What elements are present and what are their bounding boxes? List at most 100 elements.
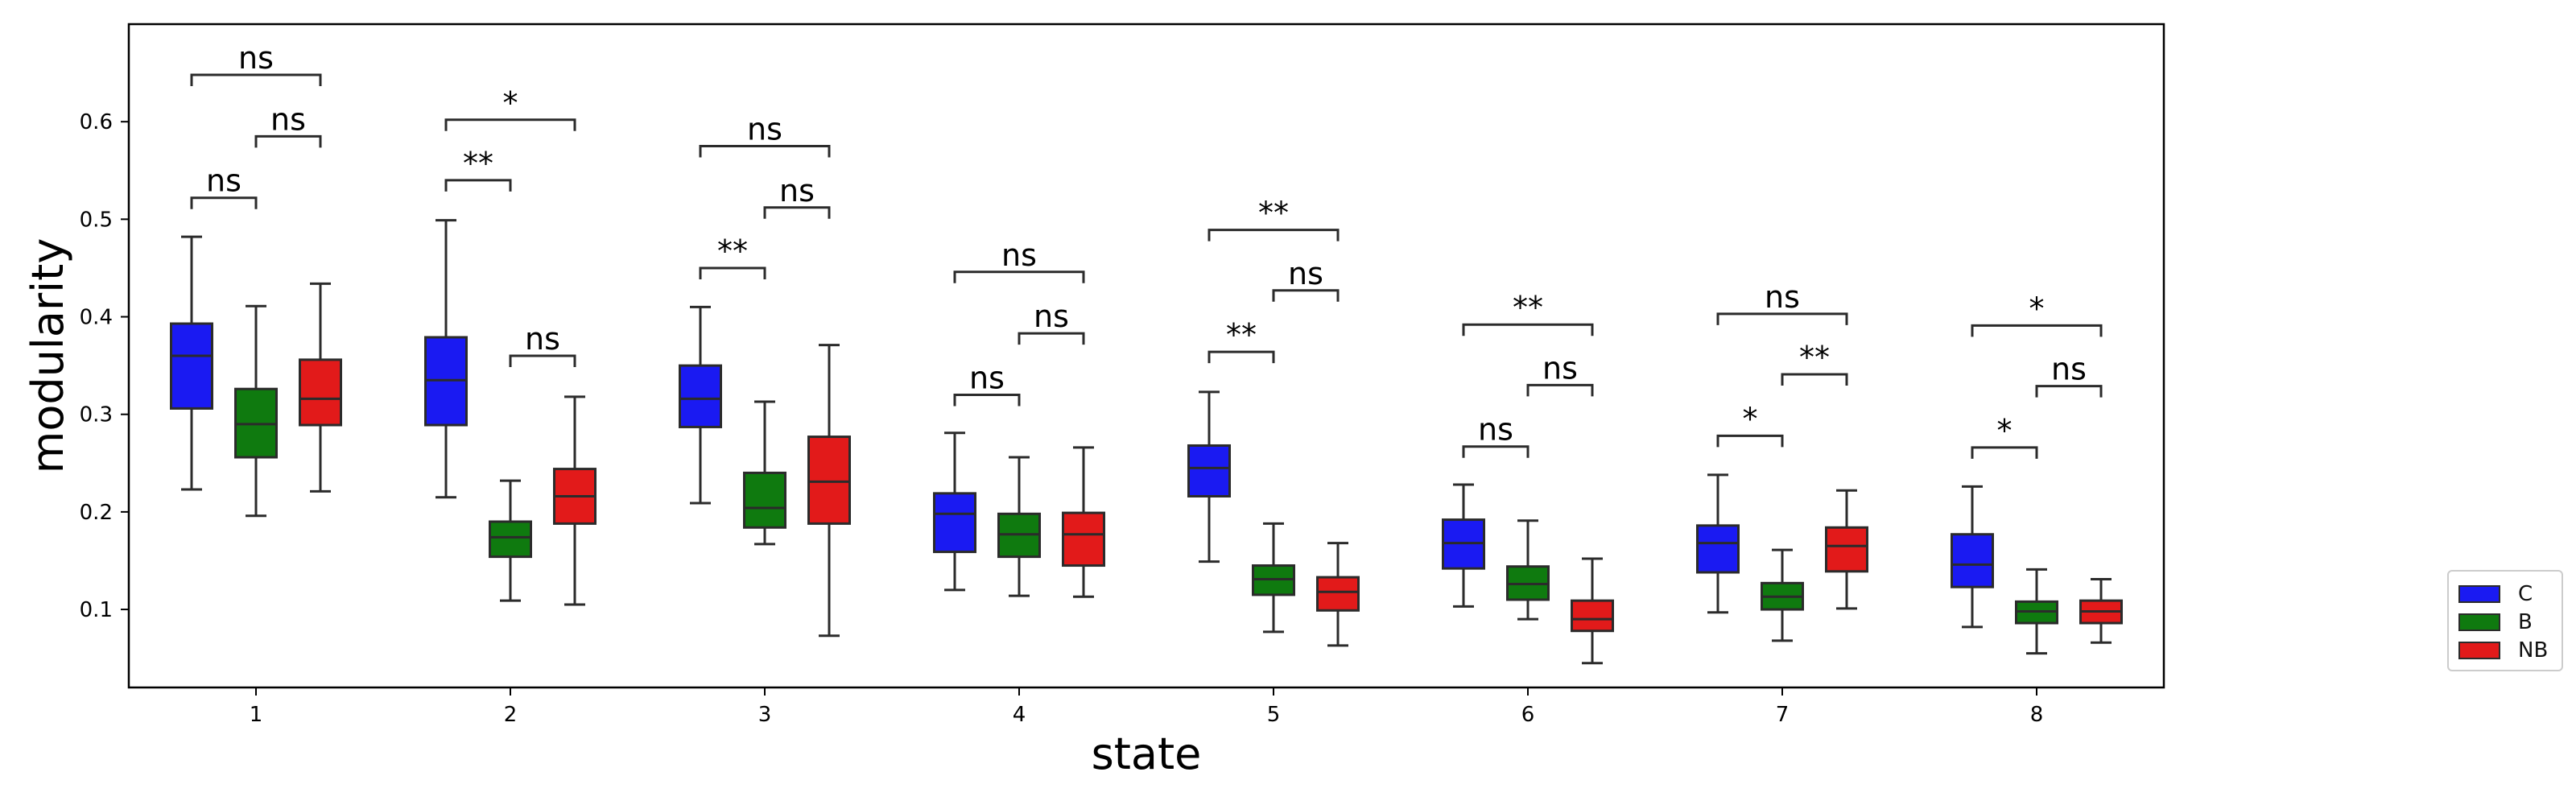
annotation-3-c-nb: ns [699,111,831,158]
annotation-bracket [190,196,258,209]
legend: C B NB [2447,570,2563,671]
box-c-3 [679,305,722,505]
x-tick-label: 7 [1776,703,1790,727]
annotation-bracket [1462,323,1594,336]
annotation-label: ns [238,40,274,76]
legend-label-b: B [2518,610,2533,634]
box-b-5 [1252,522,1295,634]
y-tick-label: 0.2 [80,501,113,525]
annotation-6-b-nb: ns [1526,350,1594,397]
iqr-box [299,358,342,427]
annotation-5-b-nb: ns [1272,256,1340,302]
annotation-bracket [953,393,1021,407]
annotation-2-c-nb: * [444,85,576,131]
annotation-label: ns [206,163,242,199]
iqr-box [933,492,976,554]
iqr-box [1316,576,1360,612]
annotation-label: ns [1034,299,1069,334]
annotation-5-c-b: ** [1208,317,1275,364]
annotation-label: ** [1226,317,1257,353]
legend-swatch-b [2458,613,2500,631]
x-tick-label: 5 [1267,703,1281,727]
box-nb-1 [299,282,342,493]
annotation-bracket [444,118,576,131]
x-tick-label: 6 [1521,703,1535,727]
box-b-8 [2015,568,2058,655]
box-b-7 [1761,548,1804,642]
iqr-box [1062,511,1105,568]
annotation-label: * [2029,291,2045,326]
annotation-6-c-nb: ** [1462,290,1594,336]
box-b-2 [489,479,532,602]
x-tick-label: 4 [1013,703,1026,727]
box-c-4 [933,431,976,592]
annotation-bracket [1462,445,1530,458]
annotation-bracket [763,206,831,219]
iqr-box [170,322,213,410]
annotation-label: ns [779,173,815,208]
annotation-label: ns [1765,279,1800,315]
iqr-box [679,364,722,428]
iqr-box [1571,599,1614,633]
box-nb-7 [1825,489,1868,610]
x-tick-label: 8 [2030,703,2044,727]
box-b-1 [234,304,278,518]
iqr-box [489,520,532,559]
annotation-1-b-nb: ns [254,101,322,148]
annotation-4-c-nb: ns [953,237,1085,283]
annotation-label: ns [1542,350,1578,386]
axis-ticks: 0.1 0.2 0.3 0.4 0.5 0.6 1 2 3 4 5 6 7 8 [80,110,2044,727]
annotation-bracket [1526,383,1594,397]
box-c-1 [170,235,213,491]
iqr-box [743,471,786,529]
box-b-3 [743,400,786,546]
box-c-6 [1442,483,1485,608]
annotation-label: ns [1288,256,1323,291]
iqr-box [1951,533,1994,588]
annotation-label: ns [525,321,560,357]
annotation-bracket [1208,229,1340,242]
annotation-label: ** [717,233,748,269]
y-tick-label: 0.6 [80,110,113,134]
box-c-8 [1951,485,1994,629]
annotation-6-c-b: ns [1462,412,1530,458]
box-nb-4 [1062,446,1105,598]
annotation-4-b-nb: ns [1018,299,1085,345]
legend-swatch-nb [2458,642,2500,659]
annotation-8-c-nb: * [1971,291,2103,337]
annotation-bracket [1018,332,1085,345]
annotation-label: * [1997,413,2013,448]
legend-item-c: C [2458,581,2533,607]
box-c-7 [1696,473,1740,614]
y-tick-label: 0.5 [80,208,113,232]
annotation-1-c-nb: ns [190,40,322,87]
box-b-4 [997,456,1041,597]
annotation-label: ns [2051,352,2087,387]
iqr-box [1187,444,1231,497]
box-nb-2 [553,395,597,606]
annotation-label: ** [1799,340,1830,375]
annotation-label: ** [1258,196,1289,231]
annotation-5-c-nb: ** [1208,196,1340,242]
box-b-6 [1506,519,1550,621]
iqr-box [1825,526,1868,573]
box-nb-5 [1316,542,1360,647]
y-axis-label: modularity [23,238,73,474]
box-nb-8 [2079,577,2123,644]
annotation-bracket [1272,289,1340,302]
annotation-bracket [1971,324,2103,337]
annotation-bracket [2035,385,2103,398]
legend-item-b: B [2458,609,2533,635]
annotation-bracket [444,179,512,192]
annotation-bracket [699,144,831,158]
box-nb-3 [807,344,851,638]
annotation-3-b-nb: ns [763,173,831,219]
annotation-7-c-b: * [1716,401,1784,448]
y-tick-label: 0.3 [80,403,113,427]
iqr-box [1696,524,1740,574]
annotation-label: ** [1513,290,1543,325]
annotation-3-c-b: ** [699,233,766,279]
annotation-label: ** [463,146,493,181]
legend-label-nb: NB [2518,638,2549,663]
